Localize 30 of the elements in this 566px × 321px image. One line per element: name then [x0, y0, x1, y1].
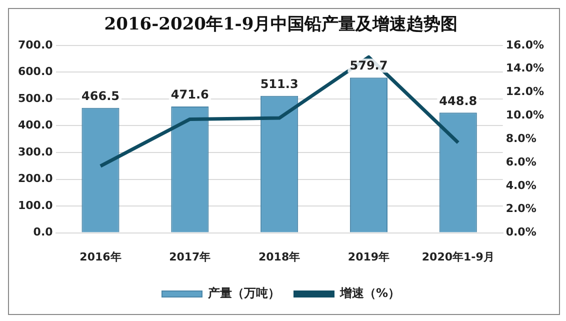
- y2-tick-label: 16.0%: [506, 38, 544, 52]
- data-label: 579.7: [350, 58, 388, 73]
- y-tick-label: 100.0: [18, 198, 54, 212]
- data-label: 448.8: [439, 94, 478, 108]
- x-tick-label: 2017年: [169, 250, 211, 264]
- y2-tick-label: 10.0%: [506, 108, 544, 122]
- legend-label: 产量（万吨）: [206, 286, 280, 300]
- y2-tick-label: 12.0%: [506, 85, 544, 98]
- y2-tick-label: 0.0%: [506, 226, 536, 239]
- data-label: 471.6: [170, 88, 209, 102]
- x-tick-label: 2019年: [348, 250, 390, 264]
- legend-label: 增速（%）: [338, 286, 400, 300]
- y2-tick-label: 4.0%: [506, 178, 536, 192]
- y2-tick-label: 6.0%: [506, 155, 536, 168]
- y-tick-label: 500.0: [18, 92, 54, 105]
- y-tick-label: 200.0: [18, 172, 54, 186]
- y-tick-label: 0.0: [33, 226, 54, 239]
- data-label: 466.5: [82, 89, 120, 104]
- y-tick-label: 300.0: [18, 145, 54, 158]
- y2-tick-label: 8.0%: [506, 132, 536, 145]
- y2-tick-label: 2.0%: [506, 202, 536, 216]
- x-tick-label: 2018年: [258, 250, 300, 264]
- chart-title: 2016-2020年1-9月中国铅产量及增速趋势图: [104, 14, 458, 35]
- y-tick-label: 700.0: [18, 38, 54, 52]
- x-tick-label: 2020年1-9月: [422, 250, 494, 264]
- y2-tick-label: 14.0%: [506, 62, 544, 75]
- x-tick-label: 2016年: [80, 250, 122, 264]
- data-label: 511.3: [260, 77, 298, 92]
- y-tick-label: 600.0: [18, 65, 54, 78]
- y-tick-label: 400.0: [18, 118, 54, 132]
